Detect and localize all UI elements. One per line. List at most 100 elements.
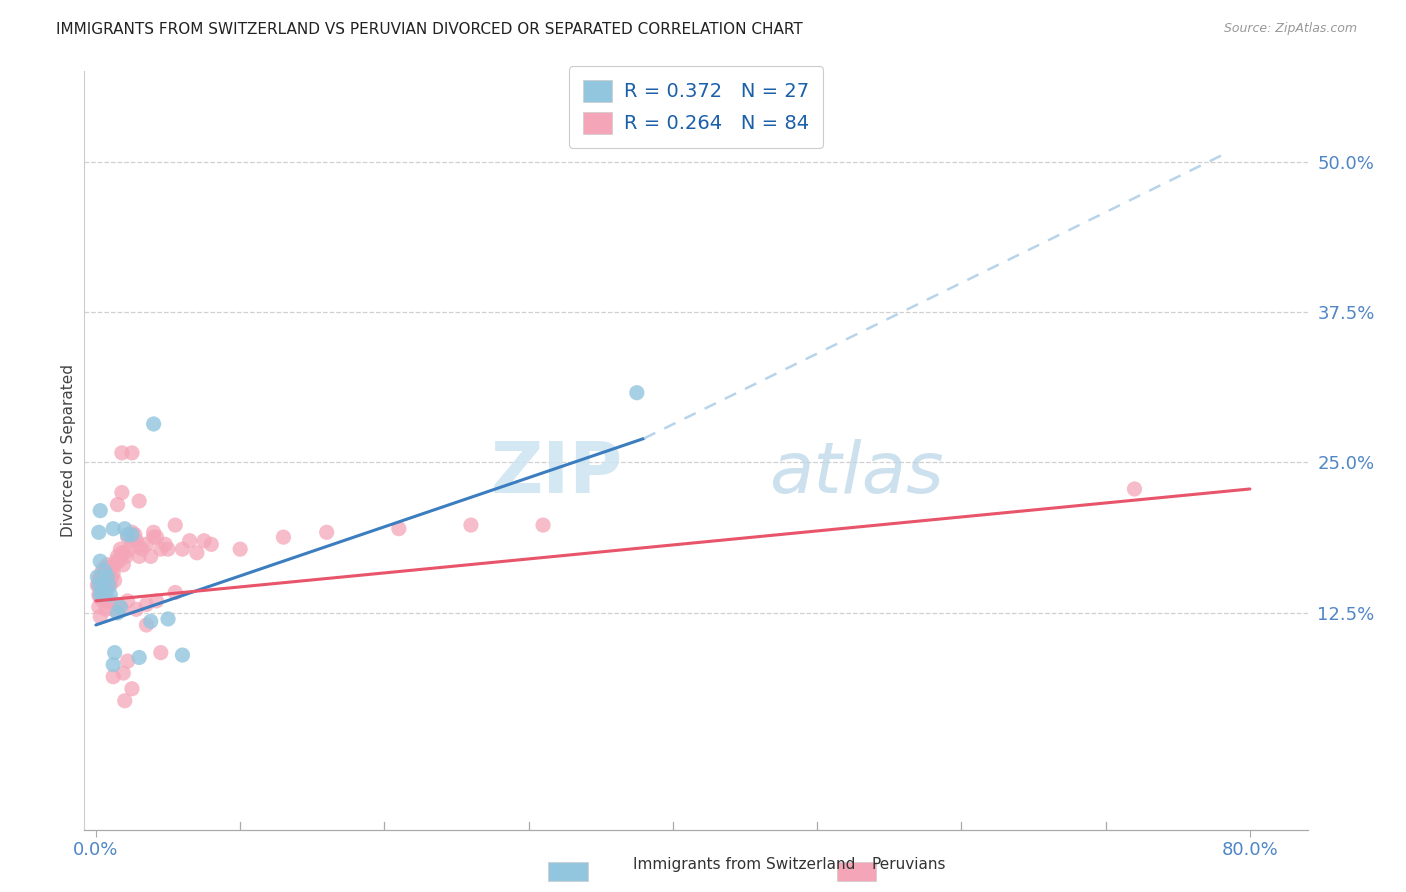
Point (96, 558, 118, 572)
Point (97, 566, 120, 581)
Point (108, 554, 131, 568)
Point (135, 598, 157, 612)
Point (200, 537, 222, 551)
Point (94, 561, 117, 575)
Point (172, 648, 194, 662)
Point (149, 542, 172, 557)
Point (172, 542, 194, 557)
Text: Source: ZipAtlas.com: Source: ZipAtlas.com (1223, 22, 1357, 36)
Point (103, 657, 125, 672)
Point (179, 533, 201, 548)
Point (124, 527, 146, 541)
Point (98, 578, 121, 592)
Point (111, 485, 134, 500)
Point (94, 585, 117, 599)
Point (87, 599, 110, 614)
Text: Peruvians: Peruvians (872, 857, 946, 872)
Point (157, 612, 180, 626)
Point (91, 594, 114, 608)
Point (186, 546, 208, 560)
Point (103, 522, 125, 536)
Point (93, 585, 115, 599)
Point (531, 518, 554, 533)
Point (460, 518, 482, 533)
Point (93, 566, 115, 581)
Point (142, 417, 165, 431)
Point (107, 498, 129, 512)
Point (125, 533, 148, 548)
Point (273, 530, 295, 544)
Point (135, 537, 157, 551)
Text: atlas: atlas (769, 439, 943, 508)
Point (105, 554, 128, 568)
Point (115, 549, 138, 564)
Point (104, 574, 127, 588)
Point (142, 525, 165, 540)
Point (388, 522, 411, 536)
Point (86, 578, 108, 592)
Point (128, 494, 150, 508)
Point (193, 533, 215, 548)
Point (98, 561, 121, 575)
Point (125, 602, 148, 616)
Point (110, 542, 132, 557)
Point (142, 530, 165, 544)
Point (121, 533, 143, 548)
Point (96, 575, 118, 590)
Point (114, 546, 136, 560)
Point (135, 618, 157, 632)
Point (118, 542, 141, 557)
Point (103, 670, 125, 684)
Point (121, 681, 143, 696)
Point (97, 594, 120, 608)
Point (139, 549, 162, 564)
Point (96, 570, 118, 584)
Point (153, 537, 176, 551)
Point (121, 527, 143, 541)
Point (100, 570, 122, 584)
Point (111, 546, 134, 560)
Point (229, 542, 252, 557)
Point (89, 554, 111, 568)
Point (97, 578, 120, 592)
Point (117, 527, 139, 541)
Point (157, 542, 180, 557)
Point (91, 578, 114, 592)
Point (626, 385, 648, 400)
Point (86, 570, 108, 584)
Point (89, 503, 111, 517)
Point (131, 542, 153, 557)
Point (165, 518, 187, 533)
Point (110, 599, 132, 614)
Point (128, 650, 150, 665)
Point (128, 549, 150, 564)
Point (94, 602, 117, 616)
Point (315, 525, 337, 540)
Point (94, 578, 117, 592)
Point (90, 566, 112, 581)
Point (149, 646, 172, 660)
Point (104, 646, 127, 660)
Y-axis label: Divorced or Separated: Divorced or Separated (60, 364, 76, 537)
Point (103, 566, 125, 581)
Point (117, 654, 139, 668)
Point (128, 540, 150, 554)
Point (112, 666, 135, 681)
Point (87, 525, 110, 540)
Point (89, 591, 111, 605)
Point (90, 582, 112, 596)
Point (107, 549, 129, 564)
Point (121, 446, 143, 460)
Text: ZIP: ZIP (491, 439, 623, 508)
Point (139, 615, 162, 629)
Point (114, 522, 136, 536)
Point (90, 585, 112, 599)
Legend: R = 0.372   N = 27, R = 0.264   N = 84: R = 0.372 N = 27, R = 0.264 N = 84 (569, 66, 823, 148)
Point (117, 594, 139, 608)
Point (1123, 482, 1146, 496)
Point (111, 446, 134, 460)
Point (107, 606, 129, 620)
Point (87, 588, 110, 602)
Point (91, 575, 114, 590)
Point (87, 578, 110, 592)
